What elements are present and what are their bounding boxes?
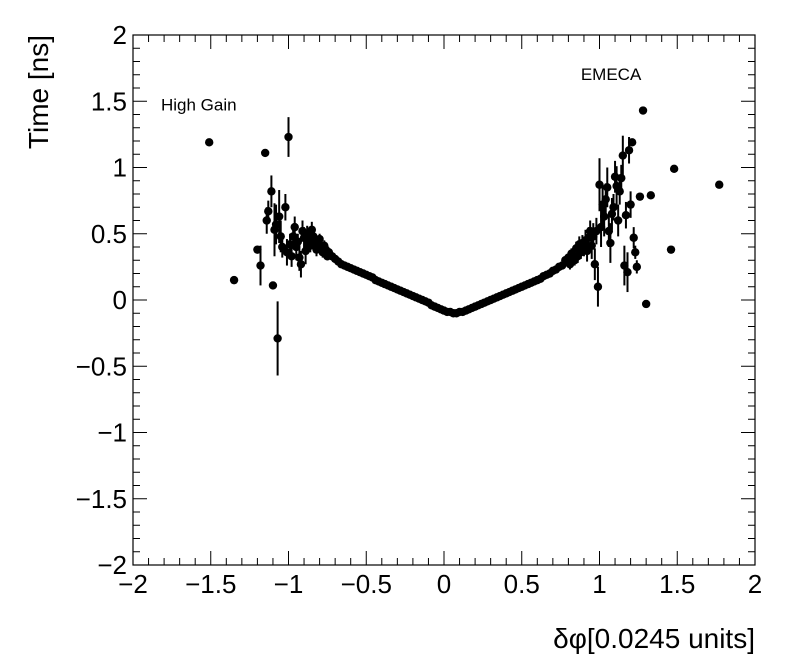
data-point xyxy=(666,245,676,254)
data-point xyxy=(621,211,631,220)
annotation-emeca: EMECA xyxy=(581,65,642,84)
data-points xyxy=(204,106,724,376)
data-point xyxy=(601,195,610,204)
data-point xyxy=(264,207,273,216)
data-point xyxy=(315,234,324,244)
data-point xyxy=(296,260,306,269)
data-point xyxy=(606,238,615,248)
data-point xyxy=(620,261,629,270)
data-point xyxy=(613,216,623,225)
data-point xyxy=(593,282,603,291)
data-point xyxy=(273,334,282,343)
data-point xyxy=(595,180,604,189)
data-point xyxy=(276,232,285,241)
y-axis-title: Time [ns] xyxy=(23,35,54,149)
data-point xyxy=(615,187,624,196)
data-point xyxy=(253,245,262,254)
data-point xyxy=(715,180,724,189)
data-point xyxy=(274,212,284,221)
data-point xyxy=(626,200,635,209)
y-tick-label: −0.5 xyxy=(76,351,127,381)
axis-ticks xyxy=(132,34,756,566)
data-point xyxy=(284,132,293,142)
data-point xyxy=(624,146,634,155)
x-tick-label: −2 xyxy=(118,569,148,599)
data-point xyxy=(629,233,638,242)
y-tick-label: −1.5 xyxy=(76,484,127,514)
y-tick-label: 1.5 xyxy=(91,86,127,116)
data-point xyxy=(262,216,271,225)
data-point xyxy=(267,187,276,196)
data-point xyxy=(260,148,270,158)
data-point xyxy=(631,248,640,257)
data-point xyxy=(590,260,600,269)
data-point xyxy=(290,222,299,232)
data-point xyxy=(596,222,606,232)
data-point xyxy=(618,151,628,160)
data-point xyxy=(603,183,612,192)
data-point xyxy=(646,191,656,200)
data-point xyxy=(627,138,637,147)
data-point xyxy=(287,252,296,261)
data-point xyxy=(204,138,214,147)
x-axis-title: δφ[0.0245 units] xyxy=(553,623,755,654)
data-point xyxy=(609,203,618,212)
data-point xyxy=(256,261,265,270)
y-tick-label: −2 xyxy=(97,550,127,580)
x-tick-labels: −2 −1.5 −1 −0.5 0 0.5 1 1.5 2 xyxy=(118,569,762,599)
data-point xyxy=(638,106,648,115)
data-point xyxy=(599,212,609,221)
x-tick-label: 1.5 xyxy=(659,569,695,599)
data-point xyxy=(635,192,645,201)
y-tick-label: 2 xyxy=(113,20,127,50)
x-tick-label: 0 xyxy=(437,569,451,599)
data-point xyxy=(632,262,642,272)
data-point xyxy=(617,173,626,183)
y-tick-label: −1 xyxy=(97,418,127,448)
data-point xyxy=(669,164,679,174)
x-tick-label: 1 xyxy=(592,569,606,599)
y-tick-label: 0.5 xyxy=(91,219,127,249)
data-point xyxy=(281,203,290,212)
data-point xyxy=(623,267,632,277)
annotation-high-gain: High Gain xyxy=(161,96,237,115)
x-tick-label: 0.5 xyxy=(504,569,540,599)
x-tick-label: 2 xyxy=(748,569,762,599)
x-tick-label: −1 xyxy=(274,569,304,599)
y-tick-label: 0 xyxy=(113,285,127,315)
data-point xyxy=(271,220,281,229)
data-point xyxy=(229,275,239,285)
x-tick-label: −0.5 xyxy=(341,569,392,599)
data-point xyxy=(293,237,303,246)
y-tick-label: 1 xyxy=(113,153,127,183)
data-point xyxy=(268,281,278,290)
x-tick-label: −1.5 xyxy=(185,569,236,599)
y-tick-labels: −2 −1.5 −1 −0.5 0 0.5 1 1.5 2 xyxy=(76,20,127,580)
data-point xyxy=(641,299,651,309)
